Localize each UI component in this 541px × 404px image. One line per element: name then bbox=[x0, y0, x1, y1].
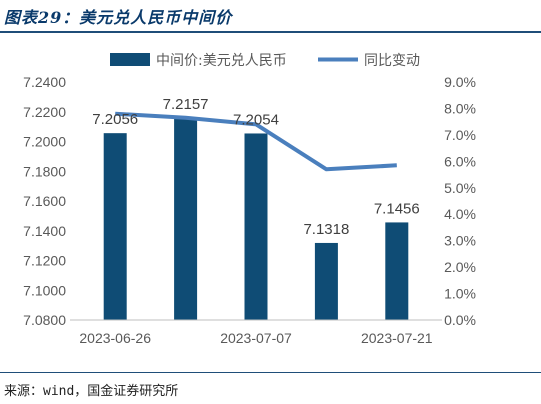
right-y-tick-label: 7.0% bbox=[444, 127, 476, 143]
right-y-tick-label: 1.0% bbox=[444, 286, 476, 302]
x-tick-label: 2023-07-21 bbox=[361, 330, 433, 346]
x-axis: 2023-06-26 2023-07-07 2023-07-21 bbox=[70, 319, 442, 346]
left-y-tick-label: 7.2400 bbox=[23, 74, 66, 90]
left-y-tick-label: 7.1800 bbox=[23, 163, 66, 179]
left-y-tick-label: 7.2000 bbox=[23, 134, 66, 150]
x-tick-label: 2023-07-07 bbox=[220, 330, 292, 346]
right-y-tick-label: 8.0% bbox=[444, 100, 476, 116]
footer-divider bbox=[0, 372, 541, 373]
bar bbox=[103, 133, 127, 320]
left-y-tick-label: 7.1000 bbox=[23, 282, 66, 298]
right-y-tick-label: 3.0% bbox=[444, 233, 476, 249]
bar-data-label: 7.2054 bbox=[233, 111, 279, 128]
right-y-tick-label: 2.0% bbox=[444, 259, 476, 275]
left-y-axis: 7.0800 7.1000 7.1200 7.1400 7.1600 7.1800 7.20… bbox=[23, 74, 66, 328]
bar-data-label: 7.1318 bbox=[303, 221, 349, 238]
bar-data-label: 7.2157 bbox=[163, 96, 209, 113]
legend-bar-label: 中间价:美元兑人民币 bbox=[156, 53, 287, 69]
left-y-tick-label: 7.2200 bbox=[23, 104, 66, 120]
bar-data-label: 7.1456 bbox=[374, 200, 420, 217]
line-series bbox=[115, 111, 397, 172]
x-tick-label: 2023-06-26 bbox=[79, 330, 151, 346]
title-divider bbox=[0, 31, 541, 33]
left-y-tick-label: 7.1600 bbox=[23, 193, 66, 209]
right-y-axis: 0.0% 1.0% 2.0% 3.0% 4.0% 5.0% 6.0% 7.0% 8.0% 9.0% bbox=[444, 74, 476, 328]
right-y-tick-label: 6.0% bbox=[444, 153, 476, 169]
bar bbox=[244, 133, 268, 320]
bar bbox=[174, 118, 198, 321]
right-y-tick-label: 5.0% bbox=[444, 180, 476, 196]
exchange-rate-chart: 中间价:美元兑人民币 同比变动 7.0800 7.1000 7.1200 7.1400… bbox=[23, 53, 476, 346]
right-y-tick-label: 0.0% bbox=[444, 312, 476, 328]
left-y-tick-label: 7.0800 bbox=[23, 312, 66, 328]
figure-title: 图表29：美元兑人民币中间价 bbox=[4, 8, 233, 27]
data-labels: 7.2056 7.2157 7.2054 7.1318 7.1456 bbox=[92, 96, 419, 238]
source-note: 来源：wind，国金证券研究所 bbox=[4, 384, 179, 399]
legend: 中间价:美元兑人民币 同比变动 bbox=[110, 53, 420, 69]
left-y-tick-label: 7.1200 bbox=[23, 253, 66, 269]
right-y-tick-label: 9.0% bbox=[444, 74, 476, 90]
legend-line-label: 同比变动 bbox=[364, 53, 420, 69]
bar-data-label: 7.2056 bbox=[92, 111, 138, 128]
legend-bar-swatch bbox=[110, 53, 150, 66]
left-y-tick-label: 7.1400 bbox=[23, 223, 66, 239]
bar bbox=[314, 242, 338, 320]
right-y-tick-label: 4.0% bbox=[444, 206, 476, 222]
bar bbox=[385, 222, 409, 320]
bar-series bbox=[103, 118, 409, 321]
